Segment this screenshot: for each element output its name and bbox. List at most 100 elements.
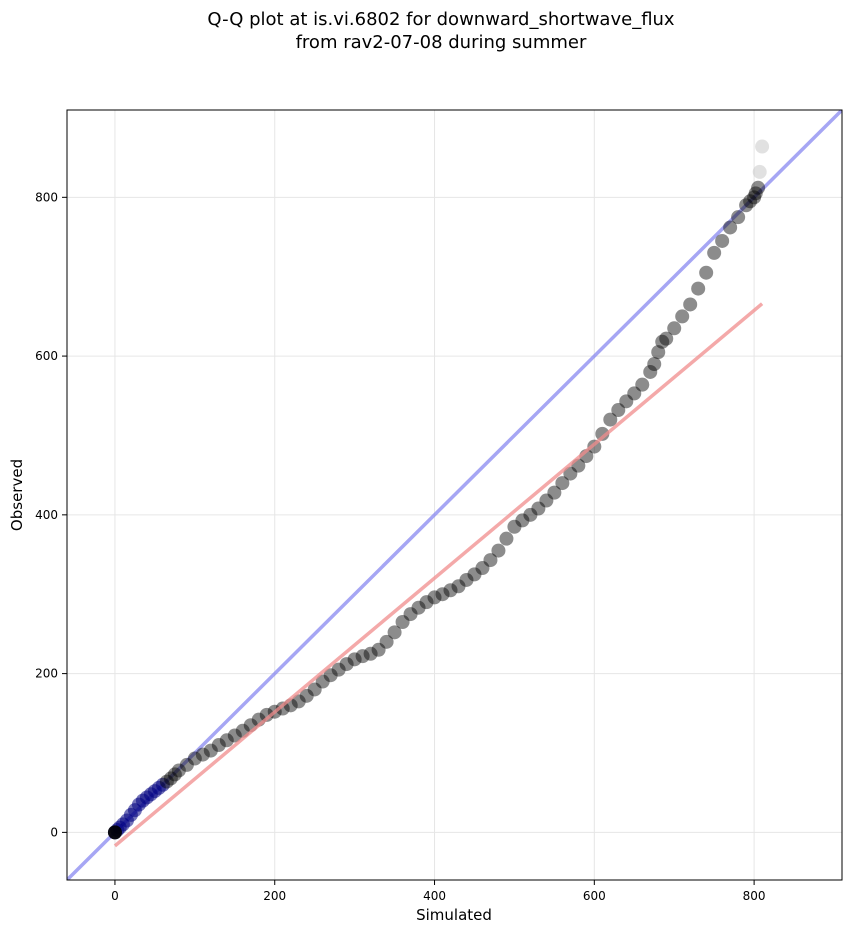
data-point-41 bbox=[363, 646, 378, 661]
data-point-51 bbox=[443, 583, 458, 598]
data-point-73 bbox=[619, 394, 634, 409]
reference-lines bbox=[67, 110, 842, 880]
y-axis-ticks: 0 200 400 600 800 bbox=[35, 190, 67, 839]
data-point-24 bbox=[227, 728, 242, 743]
data-point-17 bbox=[171, 763, 186, 778]
data-point-89 bbox=[731, 210, 746, 225]
x-tick-label-2: 400 bbox=[423, 889, 446, 903]
data-point-83 bbox=[683, 297, 698, 312]
data-point-72 bbox=[611, 403, 626, 418]
data-point-39 bbox=[347, 652, 362, 667]
data-point-45 bbox=[395, 615, 410, 630]
data-point-42 bbox=[371, 642, 386, 657]
data-points bbox=[107, 139, 770, 840]
data-point-91 bbox=[743, 194, 758, 209]
data-point-38 bbox=[339, 657, 354, 672]
data-point-44 bbox=[387, 625, 402, 640]
data-point-62 bbox=[531, 501, 546, 516]
data-point-21 bbox=[203, 743, 218, 758]
y-tick-label-4: 800 bbox=[35, 190, 58, 204]
data-point-37 bbox=[331, 662, 346, 677]
data-point-18 bbox=[179, 757, 194, 772]
x-tick-label-3: 600 bbox=[583, 889, 606, 903]
grid-lines bbox=[67, 110, 842, 880]
data-point-65 bbox=[555, 476, 570, 491]
data-point-13 bbox=[155, 777, 170, 792]
chart-title-line-1: Q-Q plot at is.vi.6802 for downward_shor… bbox=[207, 9, 675, 30]
y-tick-label-1: 200 bbox=[35, 667, 58, 681]
data-point-63 bbox=[539, 493, 554, 508]
data-point-49 bbox=[427, 590, 442, 605]
data-point-82 bbox=[675, 309, 690, 324]
y-tick-label-0: 0 bbox=[50, 825, 58, 839]
x-tick-label-0: 0 bbox=[111, 889, 119, 903]
data-point-77 bbox=[647, 357, 662, 372]
data-point-93 bbox=[748, 186, 763, 201]
data-point-59 bbox=[507, 519, 522, 534]
data-point-75 bbox=[635, 377, 650, 392]
data-point-58 bbox=[499, 531, 514, 546]
data-point-35 bbox=[315, 674, 330, 689]
data-point-95 bbox=[752, 164, 767, 179]
data-point-80 bbox=[659, 331, 674, 346]
plot-area-frame bbox=[66, 109, 843, 881]
data-point-57 bbox=[491, 543, 506, 558]
data-point-47 bbox=[411, 600, 426, 615]
data-point-90 bbox=[739, 198, 754, 213]
data-point-61 bbox=[523, 507, 538, 522]
data-point-71 bbox=[603, 412, 618, 427]
chart-title: Q-Q plot at is.vi.6802 for downward_shor… bbox=[207, 9, 675, 53]
data-point-46 bbox=[403, 607, 418, 622]
data-point-87 bbox=[715, 233, 730, 248]
data-point-88 bbox=[723, 220, 738, 235]
data-point-54 bbox=[467, 567, 482, 582]
data-point-14 bbox=[159, 774, 174, 789]
data-point-40 bbox=[355, 649, 370, 664]
data-point-78 bbox=[651, 345, 666, 360]
data-point-50 bbox=[435, 587, 450, 602]
data-point-70 bbox=[595, 426, 610, 441]
data-point-55 bbox=[475, 561, 490, 576]
data-point-94 bbox=[751, 180, 766, 195]
data-point-66 bbox=[563, 466, 578, 481]
data-point-32 bbox=[291, 694, 306, 709]
identity-line bbox=[67, 110, 842, 880]
x-axis-label: Simulated bbox=[416, 906, 492, 924]
data-point-52 bbox=[451, 579, 466, 594]
data-point-43 bbox=[379, 634, 394, 649]
data-point-84 bbox=[691, 281, 706, 296]
data-point-86 bbox=[707, 245, 722, 260]
x-tick-label-1: 200 bbox=[263, 889, 286, 903]
data-point-60 bbox=[515, 513, 530, 528]
data-point-48 bbox=[419, 595, 434, 610]
y-tick-label-2: 400 bbox=[35, 508, 58, 522]
data-point-33 bbox=[299, 688, 314, 703]
data-point-64 bbox=[547, 485, 562, 500]
data-point-36 bbox=[323, 668, 338, 683]
data-point-76 bbox=[643, 364, 658, 379]
data-point-15 bbox=[163, 771, 178, 786]
data-point-23 bbox=[219, 733, 234, 748]
data-point-53 bbox=[459, 572, 474, 587]
y-axis-label: Observed bbox=[8, 459, 26, 531]
y-tick-label-3: 600 bbox=[35, 349, 58, 363]
data-point-30 bbox=[275, 701, 290, 716]
data-point-16 bbox=[167, 767, 182, 782]
data-point-56 bbox=[483, 553, 498, 568]
data-point-96 bbox=[755, 139, 770, 154]
data-point-92 bbox=[747, 190, 762, 205]
x-tick-label-4: 800 bbox=[743, 889, 766, 903]
x-axis-ticks: 0 200 400 600 800 bbox=[111, 880, 766, 903]
data-point-81 bbox=[667, 321, 682, 336]
data-point-34 bbox=[307, 682, 322, 697]
regression-fit-line bbox=[113, 302, 764, 848]
data-point-28 bbox=[259, 707, 274, 722]
chart-title-line-2: from rav2-07-08 during summer bbox=[296, 32, 587, 53]
data-point-85 bbox=[699, 265, 714, 280]
data-point-origin-core bbox=[107, 825, 122, 840]
data-point-19 bbox=[187, 751, 202, 766]
data-point-74 bbox=[627, 386, 642, 401]
data-point-79 bbox=[655, 334, 670, 349]
